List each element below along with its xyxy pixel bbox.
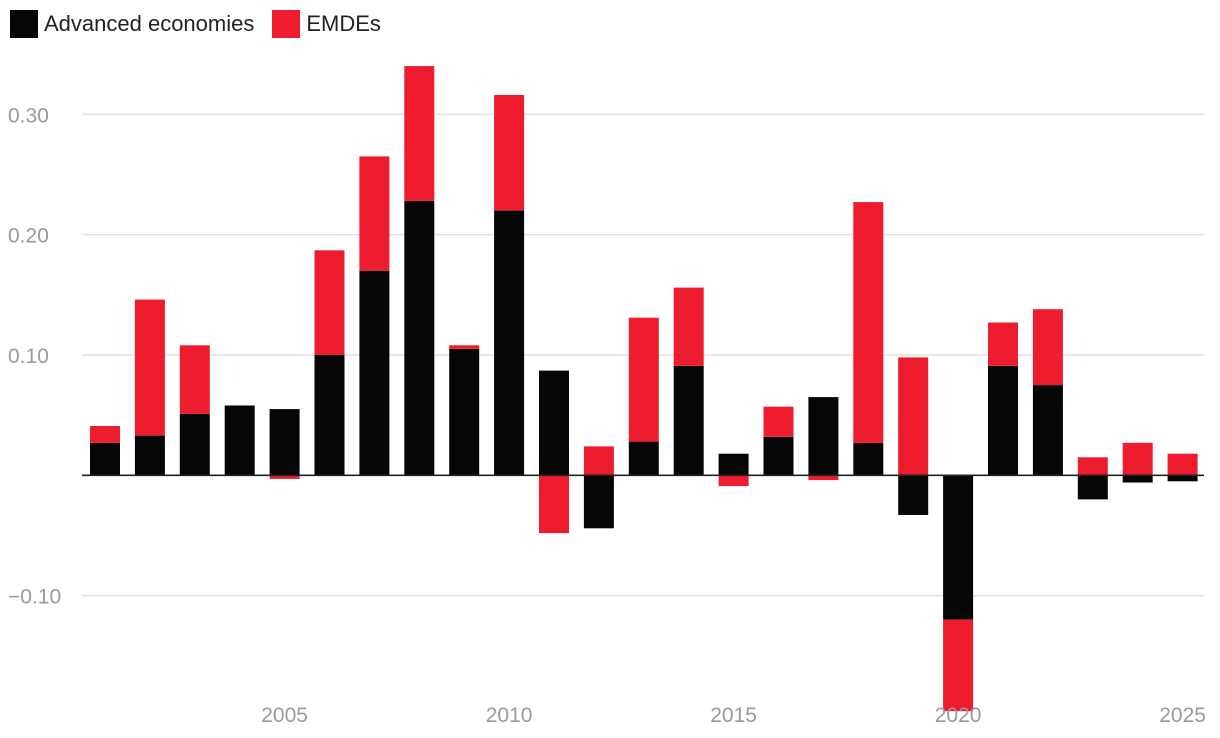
bar-advanced-economies-2013 bbox=[628, 441, 659, 476]
x-tick-label: 2025 bbox=[1159, 704, 1206, 727]
legend-label-advanced-economies: Advanced economies bbox=[44, 11, 255, 36]
bar-advanced-economies-2018 bbox=[853, 442, 884, 476]
bar-advanced-economies-2019 bbox=[898, 475, 929, 515]
bar-advanced-economies-2016 bbox=[763, 436, 794, 476]
bar-emdes-2017 bbox=[808, 475, 839, 481]
label-layer: −0.10 0.10 0.20 0.30 2005 2010 2015 2020 2025 bbox=[8, 104, 1206, 727]
bar-advanced-economies-2022 bbox=[1032, 385, 1063, 476]
bars-layer bbox=[90, 66, 1198, 712]
bar-emdes-2016 bbox=[763, 406, 794, 437]
bar-advanced-economies-2001 bbox=[90, 442, 120, 476]
bar-emdes-2010 bbox=[494, 95, 525, 211]
bar-emdes-2022 bbox=[1032, 309, 1063, 385]
bar-emdes-2008 bbox=[404, 66, 435, 201]
bar-advanced-economies-2010 bbox=[494, 210, 525, 476]
legend-item-advanced-economies[interactable]: Advanced economies bbox=[10, 8, 254, 40]
bar-advanced-economies-2009 bbox=[449, 349, 480, 476]
legend-swatch-advanced-economies bbox=[10, 10, 38, 38]
bar-advanced-economies-2008 bbox=[404, 200, 435, 476]
x-tick-label: 2015 bbox=[710, 704, 757, 727]
bar-advanced-economies-2006 bbox=[314, 355, 345, 476]
bar-emdes-2025 bbox=[1167, 453, 1198, 476]
legend: Advanced economies EMDEs bbox=[10, 8, 381, 40]
bar-emdes-2003 bbox=[179, 345, 210, 414]
legend-label-emdes: EMDEs bbox=[306, 11, 381, 36]
bar-advanced-economies-2021 bbox=[988, 365, 1018, 476]
legend-item-emdes[interactable]: EMDEs bbox=[272, 8, 381, 40]
bar-advanced-economies-2005 bbox=[269, 409, 300, 476]
x-tick-label: 2020 bbox=[935, 704, 982, 727]
bar-advanced-economies-2002 bbox=[134, 435, 165, 476]
bar-emdes-2006 bbox=[314, 250, 345, 355]
bar-emdes-2021 bbox=[988, 322, 1018, 366]
bar-emdes-2023 bbox=[1077, 457, 1108, 476]
bar-advanced-economies-2020 bbox=[943, 475, 974, 620]
y-tick-label: 0.20 bbox=[8, 225, 49, 248]
bar-emdes-2019 bbox=[898, 357, 929, 476]
bar-emdes-2002 bbox=[134, 299, 165, 436]
y-tick-label: 0.30 bbox=[8, 104, 49, 127]
bar-emdes-2015 bbox=[718, 475, 749, 487]
bar-emdes-2011 bbox=[539, 475, 569, 534]
x-tick-label: 2005 bbox=[261, 704, 308, 727]
bar-advanced-economies-2004 bbox=[224, 405, 255, 476]
bar-emdes-2005 bbox=[269, 475, 300, 479]
bar-advanced-economies-2017 bbox=[808, 397, 839, 476]
bar-emdes-2013 bbox=[628, 317, 659, 442]
bar-emdes-2007 bbox=[359, 156, 390, 271]
bar-emdes-2014 bbox=[673, 287, 704, 366]
bar-emdes-2009 bbox=[449, 345, 480, 349]
legend-swatch-emdes bbox=[272, 10, 301, 38]
bar-advanced-economies-2025 bbox=[1167, 475, 1198, 482]
bar-advanced-economies-2024 bbox=[1122, 475, 1153, 483]
bar-emdes-2018 bbox=[853, 202, 884, 443]
y-tick-label: 0.10 bbox=[8, 345, 49, 368]
bar-emdes-2012 bbox=[583, 446, 614, 476]
bar-emdes-2024 bbox=[1122, 442, 1153, 476]
bar-advanced-economies-2007 bbox=[359, 270, 390, 476]
y-tick-label: −0.10 bbox=[8, 586, 61, 609]
bar-advanced-economies-2012 bbox=[583, 475, 614, 529]
bar-advanced-economies-2014 bbox=[673, 365, 704, 476]
bar-emdes-2020 bbox=[943, 619, 974, 712]
bar-advanced-economies-2003 bbox=[179, 413, 210, 476]
bar-advanced-economies-2011 bbox=[539, 370, 569, 476]
bar-advanced-economies-2015 bbox=[718, 453, 749, 476]
bar-advanced-economies-2023 bbox=[1077, 475, 1108, 500]
bar-emdes-2001 bbox=[90, 426, 120, 443]
x-tick-label: 2010 bbox=[486, 704, 533, 727]
